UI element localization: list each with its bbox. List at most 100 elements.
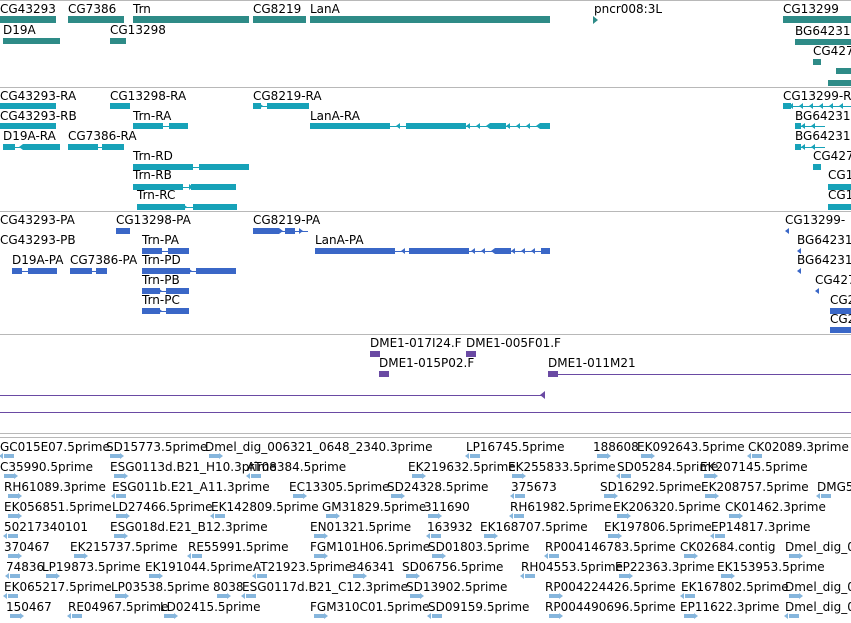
est-label[interactable]: GC015E07.5prime	[0, 440, 110, 454]
est-label[interactable]: EK208757.5prime	[701, 480, 809, 494]
est-label[interactable]: EK092643.5prime	[637, 440, 745, 454]
exon-glyph[interactable]	[133, 184, 183, 190]
feature-label[interactable]: LanA-RA	[310, 109, 360, 123]
feature-label[interactable]: CG43293-RA	[0, 89, 77, 103]
est-glyph[interactable]	[8, 554, 18, 558]
exon-glyph[interactable]	[830, 327, 851, 333]
gene-glyph[interactable]	[783, 16, 851, 23]
est-glyph[interactable]	[619, 574, 629, 578]
gene-glyph[interactable]	[795, 39, 851, 45]
exon-glyph[interactable]	[137, 204, 185, 210]
est-label[interactable]: EK197806.5prime	[604, 520, 712, 534]
est-label[interactable]: EK207145.5prime	[700, 460, 808, 474]
est-glyph[interactable]	[621, 474, 631, 478]
est-label[interactable]: ESG0117d.B21_C12.3prime	[242, 580, 409, 594]
gene-glyph[interactable]	[828, 80, 851, 86]
feature-label[interactable]: CG13299-R	[783, 89, 851, 103]
est-glyph[interactable]	[608, 534, 618, 538]
feature-label[interactable]: BG64231	[795, 24, 851, 38]
est-label[interactable]: CK02089.3prime	[748, 440, 849, 454]
est-label[interactable]: CK01462.3prime	[725, 500, 826, 514]
feature-label[interactable]: Trn-RC	[137, 188, 176, 202]
est-glyph[interactable]	[116, 494, 126, 498]
est-glyph[interactable]	[114, 534, 124, 538]
feature-label[interactable]: DME1-015P02.F	[379, 356, 475, 370]
feature-label[interactable]: Trn	[133, 2, 151, 16]
est-glyph[interactable]	[391, 494, 401, 498]
feature-label[interactable]: CG43293-PA	[0, 213, 75, 227]
est-glyph[interactable]	[721, 574, 731, 578]
est-label[interactable]: EN01321.5prime	[310, 520, 412, 534]
feature-label[interactable]: LanA-PA	[315, 233, 364, 247]
est-label[interactable]: 74836	[6, 560, 45, 574]
est-label[interactable]: EK153953.5prime	[717, 560, 825, 574]
exon-glyph[interactable]	[813, 164, 821, 170]
clone-end-glyph[interactable]	[548, 371, 558, 377]
exon-glyph[interactable]	[310, 123, 390, 129]
gene-glyph[interactable]	[68, 16, 124, 23]
est-glyph[interactable]	[752, 454, 762, 458]
feature-label[interactable]: CG8219-PA	[253, 213, 321, 227]
est-label[interactable]: EK056851.5prime	[4, 500, 112, 514]
feature-label[interactable]: Trn-RA	[133, 109, 172, 123]
exon-glyph[interactable]	[828, 184, 851, 190]
est-label[interactable]: LP03538.5prime	[111, 580, 210, 594]
gene-glyph[interactable]	[0, 16, 56, 23]
feature-label[interactable]: Trn-PC	[142, 293, 180, 307]
exon-glyph[interactable]	[96, 268, 107, 274]
feature-label[interactable]: D19A-PA	[12, 253, 64, 267]
est-label[interactable]: 163932	[427, 520, 473, 534]
feature-label[interactable]: BG64231	[797, 253, 851, 267]
est-glyph[interactable]	[514, 514, 524, 518]
est-glyph[interactable]	[209, 454, 219, 458]
est-label[interactable]: EK168707.5prime	[480, 520, 588, 534]
est-glyph[interactable]	[432, 614, 442, 618]
est-label[interactable]: RP004490696.5prime	[545, 600, 676, 614]
est-label[interactable]: EK255833.5prime	[508, 460, 616, 474]
exon-glyph[interactable]	[253, 228, 279, 234]
est-glyph[interactable]	[314, 614, 324, 618]
exon-glyph[interactable]	[196, 268, 236, 274]
feature-label[interactable]: D19A	[3, 23, 36, 37]
est-glyph[interactable]	[549, 594, 559, 598]
gene-glyph[interactable]	[3, 38, 60, 44]
est-label[interactable]: 50217340101	[4, 520, 88, 534]
clone-end-glyph[interactable]	[370, 351, 380, 357]
feature-label[interactable]: LanA	[310, 2, 340, 16]
feature-label[interactable]: CG8219	[253, 2, 302, 16]
est-label[interactable]: EK142809.5prime	[211, 500, 319, 514]
est-label[interactable]: FGM101H06.5prime	[310, 540, 431, 554]
gene-glyph[interactable]	[133, 16, 249, 23]
est-label[interactable]: RP004224426.5prime	[545, 580, 676, 594]
est-glyph[interactable]	[549, 614, 559, 618]
est-glyph[interactable]	[257, 574, 267, 578]
est-glyph[interactable]	[704, 474, 714, 478]
est-glyph[interactable]	[72, 614, 82, 618]
est-glyph[interactable]	[215, 514, 225, 518]
est-label[interactable]: EC13305.5prime	[289, 480, 390, 494]
exon-glyph[interactable]	[795, 144, 801, 150]
gene-glyph[interactable]	[310, 16, 550, 23]
est-label[interactable]: Dmel_dig_006321_0648_2340.3prime	[205, 440, 433, 454]
est-label[interactable]: EK219632.5prime	[408, 460, 516, 474]
est-label[interactable]: ESG018d.E21_B12.3prime	[110, 520, 268, 534]
exon-glyph[interactable]	[191, 184, 236, 190]
est-label[interactable]: RH61089.3prime	[4, 480, 106, 494]
exon-glyph[interactable]	[169, 123, 188, 129]
est-label[interactable]: EK215737.5prime	[70, 540, 178, 554]
feature-label[interactable]: DME1-017I24.F	[370, 336, 462, 350]
exon-glyph[interactable]	[70, 268, 92, 274]
feature-label[interactable]: DME1-005F01.F	[466, 336, 561, 350]
feature-label[interactable]: CG7386	[68, 2, 117, 16]
est-glyph[interactable]	[4, 474, 14, 478]
est-label[interactable]: SD24328.5prime	[387, 480, 489, 494]
est-glyph[interactable]	[46, 574, 56, 578]
est-glyph[interactable]	[164, 614, 174, 618]
est-glyph[interactable]	[293, 494, 303, 498]
feature-label[interactable]: CG2	[830, 312, 851, 326]
exon-glyph[interactable]	[253, 103, 261, 109]
est-glyph[interactable]	[410, 594, 420, 598]
est-glyph[interactable]	[715, 534, 725, 538]
est-glyph[interactable]	[114, 474, 124, 478]
feature-label[interactable]: CG13298-RA	[110, 89, 187, 103]
